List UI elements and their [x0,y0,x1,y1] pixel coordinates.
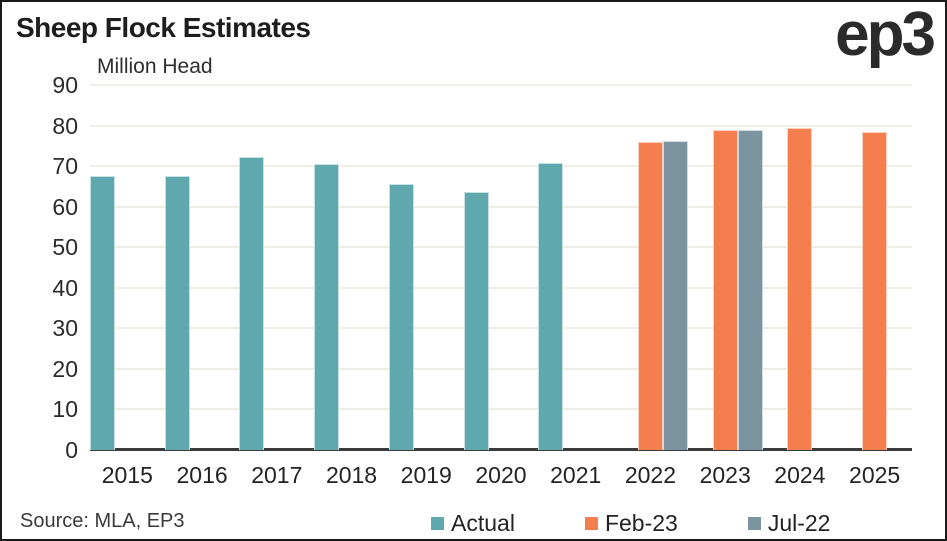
y-tick-label-60: 60 [52,193,78,220]
plot-area [90,84,912,451]
legend-label-actual: Actual [451,510,515,536]
legend-item-actual: Actual [431,510,515,537]
bar-actual-2020 [463,191,489,450]
page-title: Sheep Flock Estimates [16,12,311,43]
y-tick-label-90: 90 [52,72,78,98]
legend-label-jul-22: Jul-22 [767,510,831,536]
legend-swatch-actual [431,517,444,530]
bar-actual-2019 [388,184,414,450]
legend-swatch-feb-23 [584,517,598,530]
x-tick-label-2020: 2020 [475,462,527,488]
gridline-40 [90,286,912,289]
y-tick-label-30: 30 [52,315,78,342]
bar-actual-2016 [164,176,190,450]
bar-feb-23-2022 [638,141,663,450]
gridline-60 [90,205,912,208]
bar-feb-23-2024 [787,127,813,450]
gridline-90 [90,84,912,86]
x-tick-label-2023: 2023 [699,462,751,488]
y-tick-label-50: 50 [52,234,78,261]
x-tick-label-2024: 2024 [774,462,826,488]
gridline-20 [90,367,912,370]
bar-actual-2017 [239,157,265,450]
bar-feb-23-2025 [862,132,888,450]
x-tick-label-2015: 2015 [101,462,153,488]
gridline-80 [90,124,912,127]
x-tick-label-2021: 2021 [550,462,602,488]
bar-jul-22-2022 [662,140,688,450]
bar-actual-2021 [538,163,564,450]
legend-item-jul-22: Jul-22 [747,510,831,537]
x-axis-line [90,448,912,451]
gridline-30 [90,327,912,330]
legend-label-feb-23: Feb-23 [604,510,678,536]
y-tick-label-0: 0 [65,437,78,463]
bar-jul-22-2023 [737,130,763,450]
bar-actual-2018 [314,163,340,450]
gridline-50 [90,246,912,249]
y-tick-label-10: 10 [52,396,78,423]
x-tick-label-2025: 2025 [849,462,901,488]
legend-item-feb-23: Feb-23 [584,510,678,537]
x-tick-label-2016: 2016 [176,462,228,488]
y-tick-label-80: 80 [52,112,78,139]
x-tick-label-2018: 2018 [325,462,378,488]
x-tick-label-2017: 2017 [251,462,303,488]
x-tick-label-2022: 2022 [624,462,677,488]
legend: Actual Feb-23 Jul-22 [431,510,830,537]
gridline-70 [90,165,912,168]
bar-feb-23-2023 [712,130,738,450]
y-tick-label-40: 40 [52,274,78,301]
gridline-10 [90,408,912,411]
x-tick-label-2019: 2019 [400,462,452,488]
y-axis-tick-labels: 0 10 20 30 40 50 60 70 80 90 [2,72,78,463]
x-axis-tick-labels: 2015 2016 2017 2018 2019 2020 2021 2022 2023 2024… [90,460,912,490]
y-axis-unit-label: Million Head [97,55,213,78]
source-note: Source: MLA, EP3 [20,510,185,532]
ep3-logo: ep3 [835,0,936,69]
legend-swatch-jul-22 [747,517,761,530]
y-tick-label-70: 70 [52,153,78,180]
bar-actual-2015 [90,175,115,450]
y-tick-label-20: 20 [52,355,78,382]
